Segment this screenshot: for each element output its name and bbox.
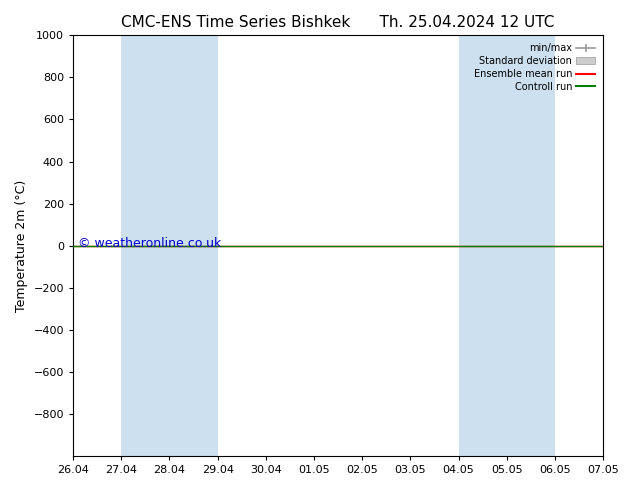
Title: CMC-ENS Time Series Bishkek      Th. 25.04.2024 12 UTC: CMC-ENS Time Series Bishkek Th. 25.04.20…: [122, 15, 555, 30]
Y-axis label: Temperature 2m (°C): Temperature 2m (°C): [15, 179, 28, 312]
Legend: min/max, Standard deviation, Ensemble mean run, Controll run: min/max, Standard deviation, Ensemble me…: [470, 40, 598, 95]
Text: © weatheronline.co.uk: © weatheronline.co.uk: [79, 237, 222, 250]
Bar: [121, 35, 217, 456]
Bar: [603, 35, 634, 456]
Bar: [458, 35, 555, 456]
